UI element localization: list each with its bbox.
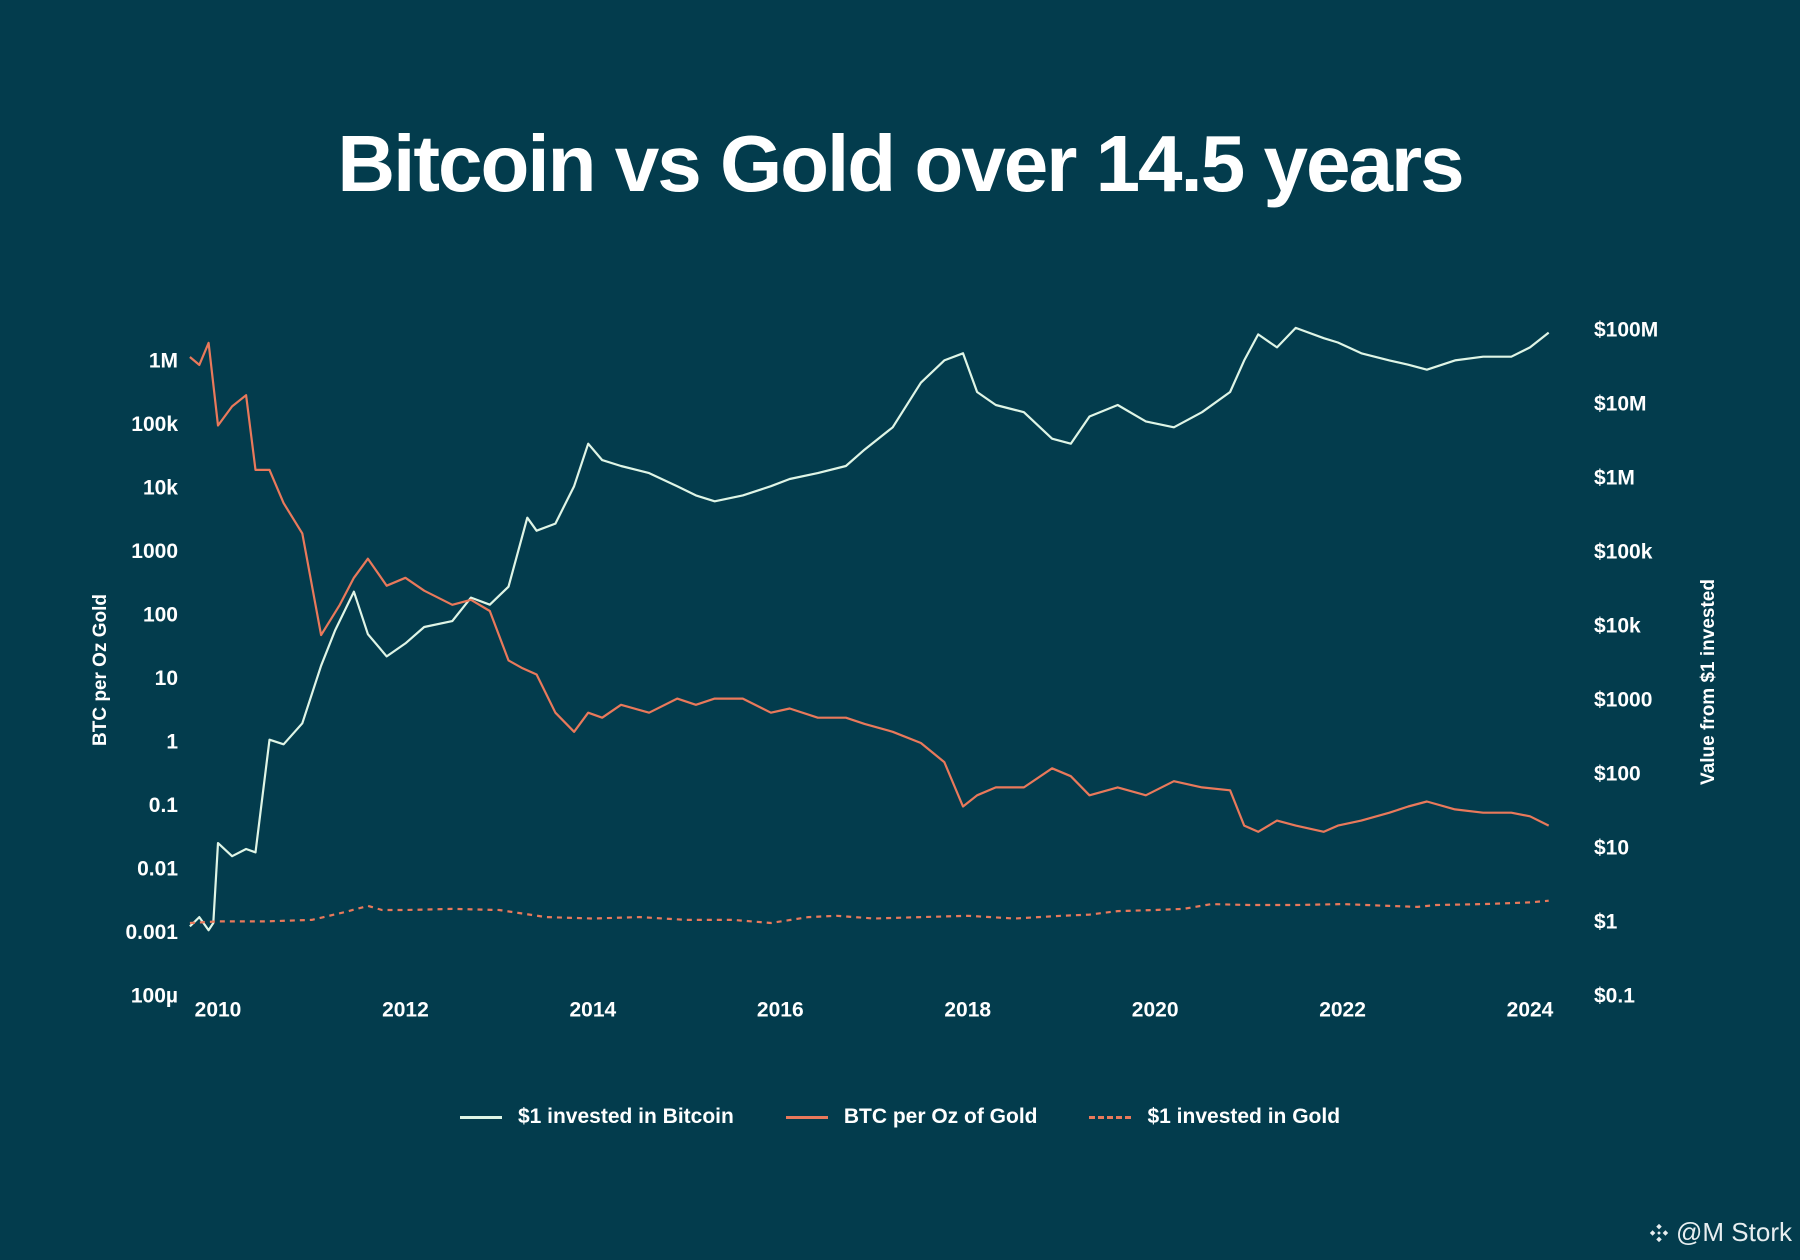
x-tick-label: 2016 (757, 999, 804, 1022)
right-axis-ticks: $100M $10M $1M $100k $10k $1000 $100 $10 $1 $0.1 (1594, 319, 1658, 1008)
left-tick-label: 0.01 (137, 858, 178, 881)
gold-series-line (189, 899, 1549, 925)
right-tick-label: $1000 (1594, 689, 1652, 712)
x-tick-label: 2018 (944, 999, 991, 1022)
left-tick-label: 1 (166, 731, 178, 754)
left-tick-label: 0.1 (149, 794, 179, 817)
x-axis-ticks: 2010 2012 2014 2016 2018 2020 2022 2024 (195, 999, 1554, 1022)
right-tick-label: $10M (1594, 393, 1647, 416)
right-tick-label: $0.1 (1594, 985, 1635, 1008)
right-tick-label: $1 (1594, 911, 1618, 934)
left-tick-label: 0.001 (125, 921, 178, 944)
legend-swatch-btc-per-oz (785, 1115, 828, 1119)
legend: $1 invested in Bitcoin BTC per Oz of Gol… (0, 1105, 1800, 1129)
x-tick-label: 2010 (195, 999, 242, 1022)
legend-label-gold: $1 invested in Gold (1147, 1105, 1341, 1128)
right-tick-label: $10k (1594, 615, 1641, 638)
x-tick-label: 2022 (1319, 999, 1366, 1022)
legend-label-btc-per-oz: BTC per Oz of Gold (843, 1105, 1038, 1128)
x-tick-label: 2014 (569, 999, 616, 1022)
right-tick-label: $100 (1594, 763, 1641, 786)
bitcoin-series-line (189, 326, 1550, 932)
legend-swatch-bitcoin (459, 1115, 502, 1119)
left-tick-label: 1M (149, 350, 178, 373)
left-tick-label: 100µ (131, 985, 178, 1008)
x-tick-label: 2024 (1507, 999, 1554, 1022)
left-tick-label: 100 (143, 604, 178, 627)
btc-per-oz-gold-series-line (189, 341, 1550, 833)
left-tick-label: 10 (155, 667, 178, 690)
right-tick-label: $100k (1594, 541, 1653, 564)
legend-item-bitcoin[interactable]: $1 invested in Bitcoin (459, 1105, 734, 1129)
legend-label-bitcoin: $1 invested in Bitcoin (517, 1105, 734, 1128)
watermark-text: @M Stork (1676, 1217, 1792, 1247)
right-tick-label: $1M (1594, 467, 1635, 490)
series-layer (189, 326, 1550, 932)
right-tick-label: $10 (1594, 837, 1629, 860)
y-right-axis-title: Value from $1 invested (1698, 579, 1719, 785)
binance-diamond-icon (1649, 1223, 1669, 1242)
legend-swatch-gold (1089, 1115, 1132, 1119)
watermark: @M Stork (1648, 1217, 1792, 1248)
left-tick-label: 10k (143, 477, 178, 500)
y-left-axis-title: BTC per Oz Gold (90, 594, 111, 746)
legend-item-btc-per-oz[interactable]: BTC per Oz of Gold (785, 1105, 1038, 1129)
x-tick-label: 2020 (1132, 999, 1179, 1022)
left-tick-label: 100k (131, 413, 178, 436)
legend-item-gold[interactable]: $1 invested in Gold (1089, 1105, 1340, 1129)
left-tick-label: 1000 (131, 540, 178, 563)
chart-title: Bitcoin vs Gold over 14.5 years (337, 119, 1464, 208)
x-tick-label: 2012 (382, 999, 429, 1022)
right-tick-label: $100M (1594, 319, 1658, 342)
left-axis-ticks: 1M 100k 10k 1000 100 10 1 0.1 0.01 0.001 100µ (125, 350, 178, 1008)
